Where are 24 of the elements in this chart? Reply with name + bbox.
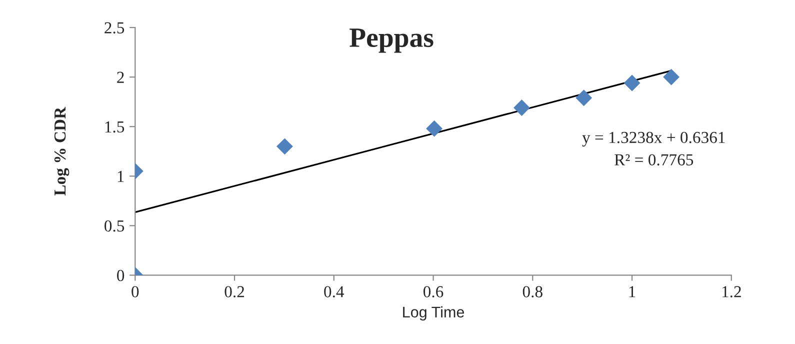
- annotation: R² = 0.7765: [614, 154, 694, 166]
- point: [426, 120, 442, 137]
- y-tick-label: 2.5: [104, 22, 124, 34]
- point: [576, 90, 592, 106]
- point: [276, 138, 293, 155]
- x-tick-label: 0.4: [324, 286, 344, 298]
- point: [514, 100, 530, 116]
- y-axis-title: Log % CDR: [54, 106, 70, 196]
- x-tick-label: 0: [132, 286, 139, 298]
- y-tick-label: 0: [117, 270, 124, 282]
- x-tick-label: 0.8: [522, 286, 542, 298]
- point: [663, 68, 680, 86]
- y-tick-label: 1: [118, 170, 124, 182]
- x-tick-label: 1.2: [722, 286, 741, 298]
- chart-title: Peppas: [350, 28, 434, 53]
- annotation: y = 1.3238x + 0.6361: [582, 132, 725, 147]
- x-tick-label: 0.6: [423, 286, 444, 298]
- x-tick-label: 1: [629, 286, 636, 298]
- y-tick-label: 2: [117, 72, 124, 83]
- y-tick-label: 1.5: [105, 121, 124, 133]
- x-tick-label: 0.2: [224, 286, 244, 298]
- x-axis-title: Log Time: [403, 306, 464, 321]
- y-tick-label: 0.5: [104, 220, 124, 232]
- point: [624, 74, 640, 92]
